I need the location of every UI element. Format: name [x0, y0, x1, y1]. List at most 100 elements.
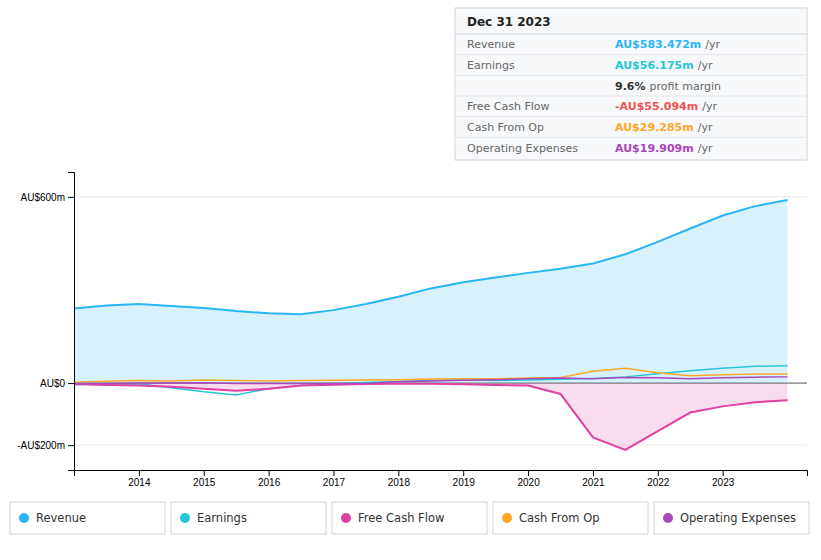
x-tick-mark: [463, 470, 464, 476]
series-area: [74, 383, 788, 450]
y-tick-mark: [68, 197, 74, 198]
x-tick-label: 2016: [258, 477, 281, 488]
info-table-separator: [455, 75, 807, 76]
legend-item: Operating Expenses: [654, 502, 809, 534]
info-table-separator: [455, 116, 807, 117]
x-tick-label: 2015: [193, 477, 216, 488]
x-tick: 2022: [647, 470, 670, 488]
legend-label: Free Cash Flow: [358, 511, 444, 525]
x-tick: 2020: [517, 470, 540, 488]
info-table-label: Earnings: [467, 59, 515, 72]
legend-swatch: [663, 513, 673, 523]
info-table-label: Free Cash Flow: [467, 100, 550, 113]
grid-line: [74, 445, 807, 446]
chart: 2014 2015 2016 2017 2018 2019 2020 2021 2022 2023…: [0, 0, 821, 560]
x-tick-label: 2020: [517, 477, 540, 488]
x-tick-mark: [658, 470, 659, 476]
info-table-label: Operating Expenses: [467, 142, 578, 155]
series-line: [74, 368, 788, 382]
info-table-unit: profit margin: [650, 80, 722, 93]
x-tick: 2017: [323, 470, 346, 488]
legend-swatch: [502, 513, 512, 523]
x-tick-mark: [333, 470, 334, 476]
legend-box: [654, 502, 809, 534]
y-axis-line: [68, 173, 75, 471]
x-tick-label: 2019: [453, 477, 476, 488]
info-table-unit: /yr: [705, 38, 720, 51]
legend-label: Revenue: [36, 511, 86, 525]
series-line: [74, 384, 788, 450]
y-tick-label: AU$600m: [21, 192, 65, 203]
x-tick-label: 2023: [712, 477, 735, 488]
x-tick: 2019: [453, 470, 476, 488]
legend: Revenue Earnings Free Cash Flow Cash From O…: [10, 502, 809, 534]
x-tick-mark: [528, 470, 529, 476]
x-tick: 2014: [128, 470, 151, 488]
y-tick-label: AU$0: [40, 378, 65, 389]
x-tick-mark: [204, 470, 205, 476]
x-tick-label: 2022: [647, 477, 670, 488]
info-table-title: Dec 31 2023: [467, 15, 551, 29]
series-line: [74, 377, 788, 384]
x-tick: 2015: [193, 470, 216, 488]
y-tick-label: -AU$200m: [17, 440, 65, 451]
legend-swatch: [180, 513, 190, 523]
info-table-unit: /yr: [698, 121, 713, 134]
x-tick-mark: [723, 470, 724, 476]
series-area: [74, 200, 788, 383]
info-table-unit: /yr: [702, 100, 717, 113]
legend-box: [332, 502, 487, 534]
info-table-unit: /yr: [698, 142, 713, 155]
info-table-value: AU$56.175m: [615, 59, 694, 72]
x-tick-label: 2021: [582, 477, 605, 488]
legend-swatch: [341, 513, 351, 523]
legend-item: Cash From Op: [493, 502, 648, 534]
y-tick: -AU$200m: [17, 440, 74, 451]
x-tick: 2018: [388, 470, 411, 488]
x-tick-mark: [269, 470, 270, 476]
x-tick: 2016: [258, 470, 281, 488]
info-table: Dec 31 2023 Revenue AU$583.472m/yr Earnings…: [455, 8, 807, 160]
info-table-separator: [455, 96, 807, 97]
legend-label: Cash From Op: [519, 511, 600, 525]
info-table-separator: [455, 34, 807, 35]
plot: 2014 2015 2016 2017 2018 2019 2020 2021 2022 2023…: [17, 173, 807, 489]
info-table-value: 9.6%: [615, 80, 646, 93]
x-tick: 2023: [712, 470, 735, 488]
legend-swatch: [19, 513, 29, 523]
x-tick-label: 2018: [388, 477, 411, 488]
x-axis-line: [75, 471, 808, 477]
info-table-separator: [455, 137, 807, 138]
y-tick: AU$600m: [21, 192, 74, 203]
y-tick-mark: [68, 445, 74, 446]
info-table-value: AU$583.472m: [615, 38, 701, 51]
info-table-label: Cash From Op: [467, 121, 544, 134]
info-table-separator: [455, 54, 807, 55]
legend-box: [493, 502, 648, 534]
x-tick-label: 2017: [323, 477, 346, 488]
x-tick-mark: [398, 470, 399, 476]
marks: [74, 200, 788, 450]
y-tick-mark: [68, 383, 74, 384]
y-tick: AU$0: [40, 378, 74, 389]
series-line: [74, 366, 788, 395]
legend-label: Operating Expenses: [680, 511, 796, 525]
y-axis: AU$600m AU$0 -AU$200m: [17, 173, 74, 471]
info-table-value: AU$19.909m: [615, 142, 694, 155]
x-axis: 2014 2015 2016 2017 2018 2019 2020 2021 2022 2023: [75, 470, 808, 488]
x-tick-mark: [139, 470, 140, 476]
info-table-value: -AU$55.094m: [615, 100, 698, 113]
x-tick-mark: [593, 470, 594, 476]
legend-item: Revenue: [10, 502, 165, 534]
info-table-unit: /yr: [698, 59, 713, 72]
x-tick-label: 2014: [128, 477, 151, 488]
legend-item: Free Cash Flow: [332, 502, 487, 534]
series-line: [74, 200, 788, 314]
legend-box: [171, 502, 326, 534]
legend-item: Earnings: [171, 502, 326, 534]
info-table-value: AU$29.285m: [615, 121, 694, 134]
x-tick: 2021: [582, 470, 605, 488]
info-table-label: Revenue: [467, 38, 515, 51]
legend-label: Earnings: [197, 511, 247, 525]
legend-box: [10, 502, 165, 534]
